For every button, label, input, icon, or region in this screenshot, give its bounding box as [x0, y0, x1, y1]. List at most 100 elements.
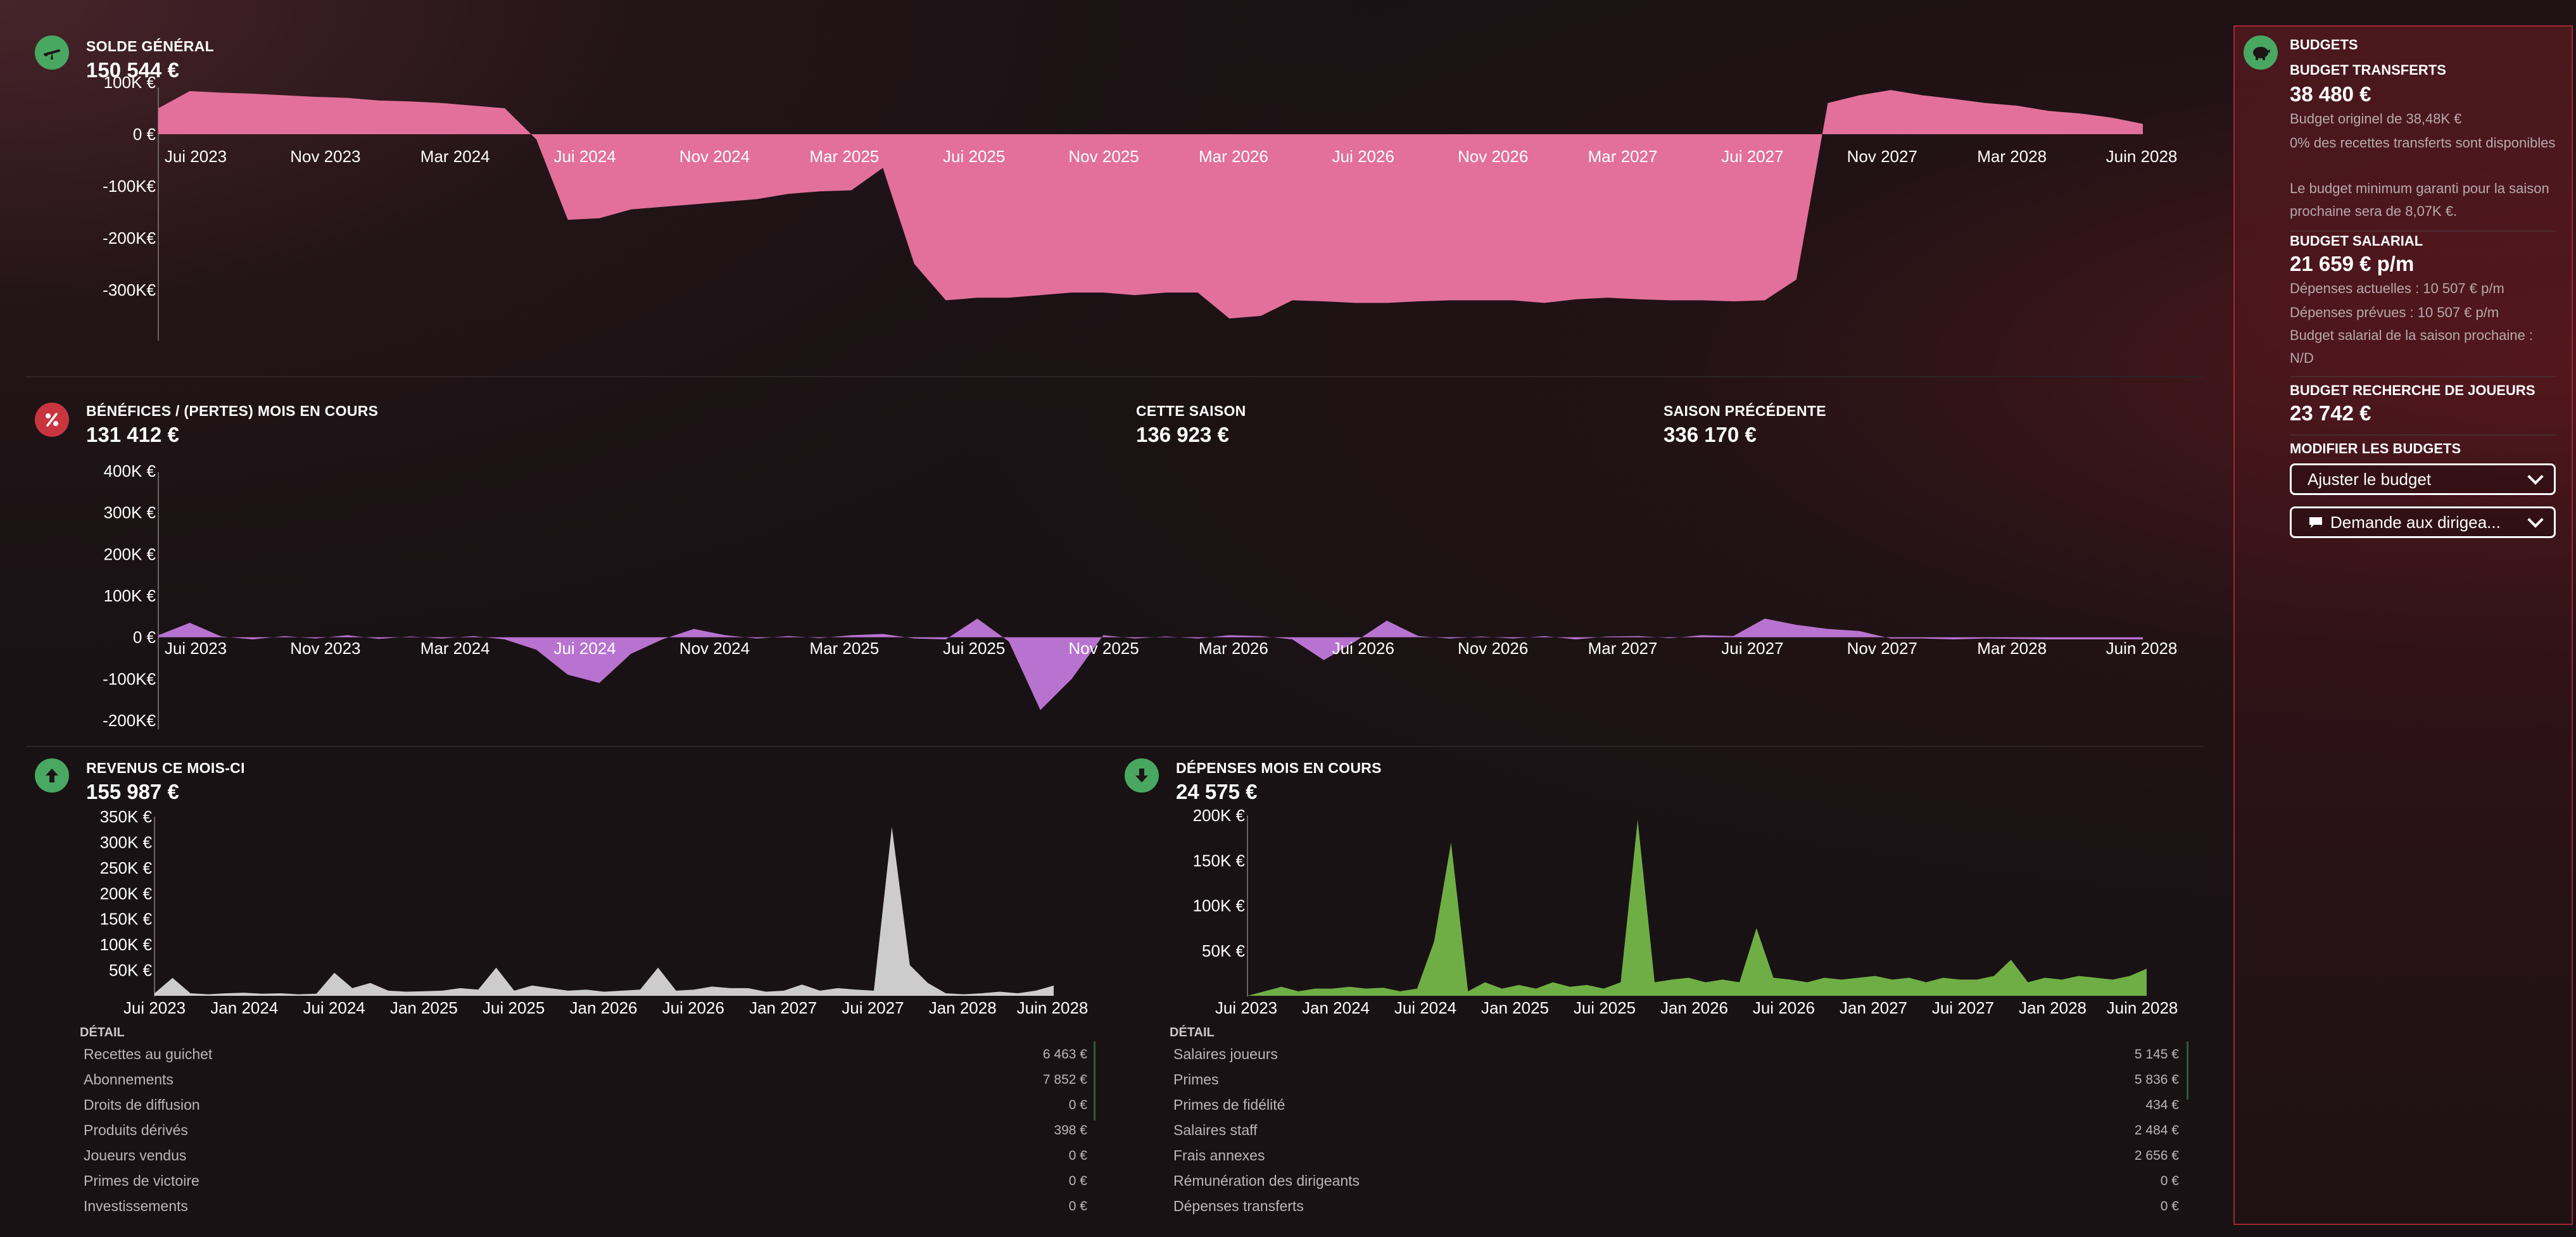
x-tick-label: Juin 2028 — [2106, 639, 2178, 658]
prev-season-title: SAISON PRÉCÉDENTE — [1664, 403, 1826, 419]
series-area — [158, 90, 2143, 319]
x-tick-label: Mar 2027 — [1588, 639, 1658, 658]
detail-row-label: Rémunération des dirigeants — [1173, 1172, 1360, 1189]
x-tick-label: Jui 2023 — [123, 998, 186, 1017]
y-tick-label: 50K € — [109, 961, 152, 980]
piggy-bank-icon — [2244, 35, 2278, 70]
x-tick-label: Nov 2027 — [1847, 147, 1917, 166]
y-tick-label: 150K € — [100, 910, 153, 929]
detail-row-value: 0 € — [1068, 1098, 1087, 1112]
adjust-budget-dropdown[interactable]: Ajuster le budget — [2290, 463, 2556, 495]
x-tick-label: Mar 2027 — [1588, 147, 1658, 166]
detail-row-value: 0 € — [1068, 1199, 1087, 1214]
y-tick-label: 400K € — [104, 462, 156, 480]
y-tick-label: -200K€ — [103, 711, 156, 730]
detail-row-value: 5 836 € — [2134, 1072, 2179, 1087]
speech-bubble-icon — [2309, 517, 2322, 528]
detail-row-value: 0 € — [2160, 1174, 2179, 1188]
budgets-panel: BUDGETS BUDGET TRANSFERTS 38 480 € Budge… — [2233, 25, 2573, 1225]
y-tick-label: 100K € — [104, 586, 156, 605]
transfer-note: Budget originel de 38,48K € — [2290, 111, 2462, 127]
x-tick-label: Jui 2026 — [1332, 639, 1394, 658]
x-tick-label: Nov 2025 — [1068, 639, 1139, 658]
expense-chart: 200K € 150K € 100K € 50K € Jui 2023 Jan 2024 J… — [1193, 806, 2178, 1017]
detail-row-value: 5 145 € — [2134, 1047, 2179, 1062]
detail-row-label: Salaires joueurs — [1173, 1046, 1278, 1062]
transfer-budget-title: BUDGET TRANSFERTS — [2290, 62, 2446, 78]
this-season-title: CETTE SAISON — [1136, 403, 1246, 419]
x-tick-label: Jan 2024 — [210, 998, 278, 1017]
y-tick-label: -100K€ — [103, 177, 156, 196]
detail-row-label: Primes — [1173, 1071, 1219, 1088]
panel-divider — [2290, 230, 2556, 232]
series-area — [158, 618, 2143, 710]
detail-row-value: 7 852 € — [1042, 1072, 1087, 1087]
y-tick-label: -300K€ — [103, 280, 156, 299]
x-tick-label: Jan 2025 — [390, 998, 458, 1017]
detail-row-label: Primes de victoire — [84, 1172, 199, 1189]
prev-season-value: 336 170 € — [1664, 423, 1757, 446]
adjust-budget-label: Ajuster le budget — [2308, 469, 2432, 489]
y-tick-label: 200K € — [1193, 806, 1246, 825]
x-tick-label: Jui 2026 — [1753, 998, 1815, 1017]
detail-row-label: Frais annexes — [1173, 1147, 1265, 1164]
income-chart: 350K € 300K € 250K € 200K € 150K € 100K € 50K … — [100, 807, 1089, 1017]
profit-value: 131 412 € — [86, 423, 179, 446]
scroll-indicator[interactable] — [2187, 1041, 2188, 1100]
detail-row-value: 0 € — [1068, 1174, 1087, 1188]
x-tick-label: Jui 2025 — [943, 147, 1005, 166]
x-tick-label: Nov 2027 — [1847, 639, 1917, 658]
income-title: REVENUS CE MOIS-CI — [86, 760, 245, 776]
detail-row-value: 2 484 € — [2134, 1123, 2179, 1138]
y-tick-label: 350K € — [100, 807, 153, 826]
wage-budget-title: BUDGET SALARIAL — [2290, 233, 2423, 249]
transfer-note: Le budget minimum garanti pour la saison… — [2290, 180, 2549, 219]
transfer-budget-value: 38 480 € — [2290, 82, 2371, 106]
y-tick-label: 250K € — [100, 858, 153, 877]
x-tick-label: Nov 2026 — [1458, 639, 1528, 658]
y-tick-label: 0 € — [133, 125, 156, 144]
x-tick-label: Mar 2025 — [809, 147, 879, 166]
x-tick-label: Nov 2025 — [1068, 147, 1139, 166]
x-tick-label: Jui 2027 — [1721, 639, 1783, 658]
x-tick-label: Jan 2024 — [1302, 998, 1370, 1017]
scroll-indicator[interactable] — [1094, 1041, 1095, 1121]
x-tick-label: Juin 2028 — [2106, 147, 2178, 166]
y-tick-label: 200K € — [100, 884, 153, 903]
detail-row-value: 0 € — [2160, 1199, 2179, 1214]
y-tick-label: 100K € — [104, 76, 156, 92]
x-tick-label: Jui 2023 — [165, 147, 227, 166]
panel-divider — [2290, 434, 2556, 436]
expense-title: DÉPENSES MOIS EN COURS — [1176, 760, 1382, 776]
percent-icon — [35, 403, 69, 437]
x-tick-label: Mar 2025 — [809, 639, 879, 658]
x-tick-label: Mar 2028 — [1977, 147, 2047, 166]
expense-detail-title: DÉTAIL — [1170, 1026, 1215, 1039]
x-tick-label: Nov 2023 — [290, 147, 360, 166]
x-tick-label: Jui 2025 — [483, 998, 545, 1017]
profit-chart: 400K € 300K € 200K € 100K € 0 € -100K€ -200K€ J… — [103, 462, 2178, 730]
y-tick-label: 200K € — [104, 544, 156, 563]
x-tick-label: Mar 2026 — [1199, 147, 1268, 166]
scale-icon — [35, 35, 69, 70]
detail-row-label: Produits dérivés — [84, 1122, 188, 1138]
y-tick-label: 100K € — [1193, 896, 1246, 915]
balance-title: SOLDE GÉNÉRAL — [86, 38, 214, 54]
y-tick-label: 150K € — [1193, 851, 1246, 870]
scout-budget-title: BUDGET RECHERCHE DE JOUEURS — [2290, 382, 2535, 398]
scout-budget-value: 23 742 € — [2290, 401, 2371, 425]
x-tick-label: Nov 2024 — [679, 147, 750, 166]
x-tick-label: Jui 2025 — [943, 639, 1005, 658]
x-tick-label: Mar 2026 — [1199, 639, 1268, 658]
request-board-label: Demande aux dirigea... — [2330, 512, 2501, 532]
panel-divider — [2290, 376, 2556, 377]
x-tick-label: Nov 2024 — [679, 639, 750, 658]
x-tick-label: Jui 2023 — [1215, 998, 1277, 1017]
x-tick-label: Jan 2027 — [1840, 998, 1907, 1017]
x-tick-label: Jui 2027 — [1721, 147, 1783, 166]
y-tick-label: 50K € — [1202, 941, 1245, 960]
request-board-dropdown[interactable]: Demande aux dirigea... — [2290, 506, 2556, 538]
chevron-down-icon — [2527, 512, 2544, 528]
x-tick-label: Jan 2027 — [749, 998, 817, 1017]
this-season-value: 136 923 € — [1136, 423, 1229, 446]
